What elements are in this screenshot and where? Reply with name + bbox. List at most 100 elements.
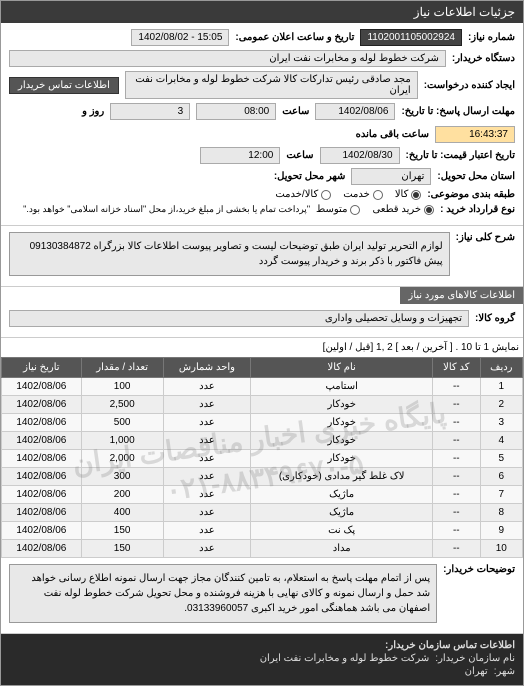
buyer-label: دستگاه خریدار:: [452, 53, 515, 64]
table-row[interactable]: 4--خودکارعدد1,0001402/08/06: [2, 432, 523, 450]
pkg-option-0[interactable]: کالا: [395, 189, 422, 200]
time-label-1: ساعت: [282, 106, 309, 117]
table-row[interactable]: 5--خودکارعدد2,0001402/08/06: [2, 450, 523, 468]
pkg-option-2[interactable]: کالا/خدمت: [275, 189, 331, 200]
table-cell: 8: [480, 504, 522, 522]
contract-option-1[interactable]: متوسط: [316, 204, 360, 215]
radio-label: کالا: [395, 189, 409, 200]
table-row[interactable]: 10--مدادعدد1501402/08/06: [2, 540, 523, 558]
announce-field: 15:05 - 1402/08/02: [131, 29, 229, 46]
table-header: تاریخ نیاز: [2, 358, 82, 378]
table-cell: 1402/08/06: [2, 396, 82, 414]
radio-label: متوسط: [316, 204, 347, 215]
table-cell: 2: [480, 396, 522, 414]
table-row[interactable]: 7--ماژیکعدد2001402/08/06: [2, 486, 523, 504]
table-cell: 400: [81, 504, 163, 522]
radio-label: کالا/خدمت: [275, 189, 318, 200]
page-header: جزئیات اطلاعات نیاز: [1, 1, 523, 23]
req-number-label: شماره نیاز:: [468, 32, 515, 43]
footer-city-label: شهر:: [494, 666, 515, 677]
table-row[interactable]: 2--خودکارعدد2,5001402/08/06: [2, 396, 523, 414]
requester-label: ایجاد کننده درخواست:: [424, 80, 515, 91]
table-cell: 150: [81, 540, 163, 558]
pager: نمایش 1 تا 10 . [ آخرین / بعد ] 2 ,1 [قب…: [1, 338, 523, 357]
table-cell: 7: [480, 486, 522, 504]
requester-field: مجد صادقی رئیس تدارکات کالا شرکت خطوط لو…: [125, 71, 418, 99]
table-row[interactable]: 3--خودکارعدد5001402/08/06: [2, 414, 523, 432]
pager-text: نمایش 1 تا 10 .: [455, 342, 519, 353]
footer-title: اطلاعات تماس سازمان خریدار:: [385, 640, 515, 651]
contract-option-0[interactable]: خرید قطعی: [372, 204, 434, 215]
table-row[interactable]: 6--لاک غلط گیر مدادی (خودکاری)عدد3001402…: [2, 468, 523, 486]
table-cell: 500: [81, 414, 163, 432]
table-cell: 1402/08/06: [2, 486, 82, 504]
validity-time-field: 12:00: [200, 147, 280, 164]
radio-icon: [411, 190, 421, 200]
footer-org-value: شرکت خطوط لوله و مخابرات نفت ایران: [260, 653, 430, 664]
delivery-place-label: استان محل تحویل:: [437, 171, 515, 182]
table-cell: --: [433, 378, 481, 396]
table-cell: 1402/08/06: [2, 504, 82, 522]
table-cell: --: [433, 504, 481, 522]
table-cell: --: [433, 522, 481, 540]
group-field: تجهیزات و وسایل تحصیلی واداری: [9, 310, 469, 327]
table-cell: لاک غلط گیر مدادی (خودکاری): [251, 468, 433, 486]
table-row[interactable]: 8--ماژیکعدد4001402/08/06: [2, 504, 523, 522]
desc-text: لوازم التحریر تولید ایران طبق توضیحات لی…: [9, 232, 450, 276]
table-header: نام کالا: [251, 358, 433, 378]
table-cell: 1,000: [81, 432, 163, 450]
notes-text: پس از اتمام مهلت پاسخ به استعلام، به تام…: [9, 564, 437, 623]
table-cell: 9: [480, 522, 522, 540]
table-cell: استامپ: [251, 378, 433, 396]
table-cell: --: [433, 414, 481, 432]
time-label-2: ساعت: [286, 150, 313, 161]
table-cell: خودکار: [251, 396, 433, 414]
table-cell: 100: [81, 378, 163, 396]
table-cell: 150: [81, 522, 163, 540]
table-cell: --: [433, 396, 481, 414]
table-cell: 4: [480, 432, 522, 450]
announce-label: تاریخ و ساعت اعلان عمومی:: [235, 32, 354, 43]
contract-radio-group: خرید قطعی متوسط: [316, 204, 434, 215]
table-cell: 6: [480, 468, 522, 486]
table-cell: 1402/08/06: [2, 522, 82, 540]
pkg-option-1[interactable]: خدمت: [343, 189, 383, 200]
goods-table: ردیفکد کالانام کالاواحد شمارشتعداد / مقد…: [1, 357, 523, 558]
table-cell: --: [433, 432, 481, 450]
table-row[interactable]: 1--استامپعدد1001402/08/06: [2, 378, 523, 396]
pager-links[interactable]: [ آخرین / بعد ] 2 ,1 [قبل / اولین]: [323, 342, 453, 353]
days-remain-field: 3: [110, 103, 190, 120]
table-cell: خودکار: [251, 414, 433, 432]
table-cell: --: [433, 540, 481, 558]
contract-note: "پرداخت تمام یا بخشی از مبلغ خرید،از محل…: [23, 204, 310, 215]
table-cell: عدد: [163, 504, 251, 522]
contact-button[interactable]: اطلاعات تماس خریدار: [9, 77, 119, 94]
buyer-field: شرکت خطوط لوله و مخابرات نفت ایران: [9, 50, 446, 67]
radio-label: خرید قطعی: [372, 204, 421, 215]
table-cell: ماژیک: [251, 486, 433, 504]
footer-city-value: تهران: [465, 666, 488, 677]
description-section: شرح کلی نیاز: لوازم التحریر تولید ایران …: [1, 226, 523, 287]
table-cell: عدد: [163, 396, 251, 414]
deadline-date-field: 1402/08/06: [315, 103, 395, 120]
table-cell: 1402/08/06: [2, 468, 82, 486]
delivery-city-label: شهر محل تحویل:: [274, 171, 346, 182]
table-cell: 2,500: [81, 396, 163, 414]
footer-org-label: نام سازمان خریدار:: [435, 653, 515, 664]
table-cell: 1402/08/06: [2, 450, 82, 468]
page-title: جزئیات اطلاعات نیاز: [414, 5, 515, 19]
table-cell: پک نت: [251, 522, 433, 540]
table-header: واحد شمارش: [163, 358, 251, 378]
days-label: روز و: [82, 106, 104, 117]
table-cell: ماژیک: [251, 504, 433, 522]
table-row[interactable]: 9--پک نتعدد1501402/08/06: [2, 522, 523, 540]
goods-table-wrap: پایگاه خبری اخبار مناقصات ایران ۰۲۱-۸۸۳۴…: [1, 357, 523, 558]
radio-icon: [350, 205, 360, 215]
table-cell: مداد: [251, 540, 433, 558]
deadline-label: مهلت ارسال پاسخ: تا تاریخ:: [401, 106, 515, 117]
countdown-label: ساعت باقی مانده: [356, 129, 429, 140]
deadline-time-field: 08:00: [196, 103, 276, 120]
table-cell: 1402/08/06: [2, 378, 82, 396]
validity-date-field: 1402/08/30: [320, 147, 400, 164]
table-cell: --: [433, 450, 481, 468]
